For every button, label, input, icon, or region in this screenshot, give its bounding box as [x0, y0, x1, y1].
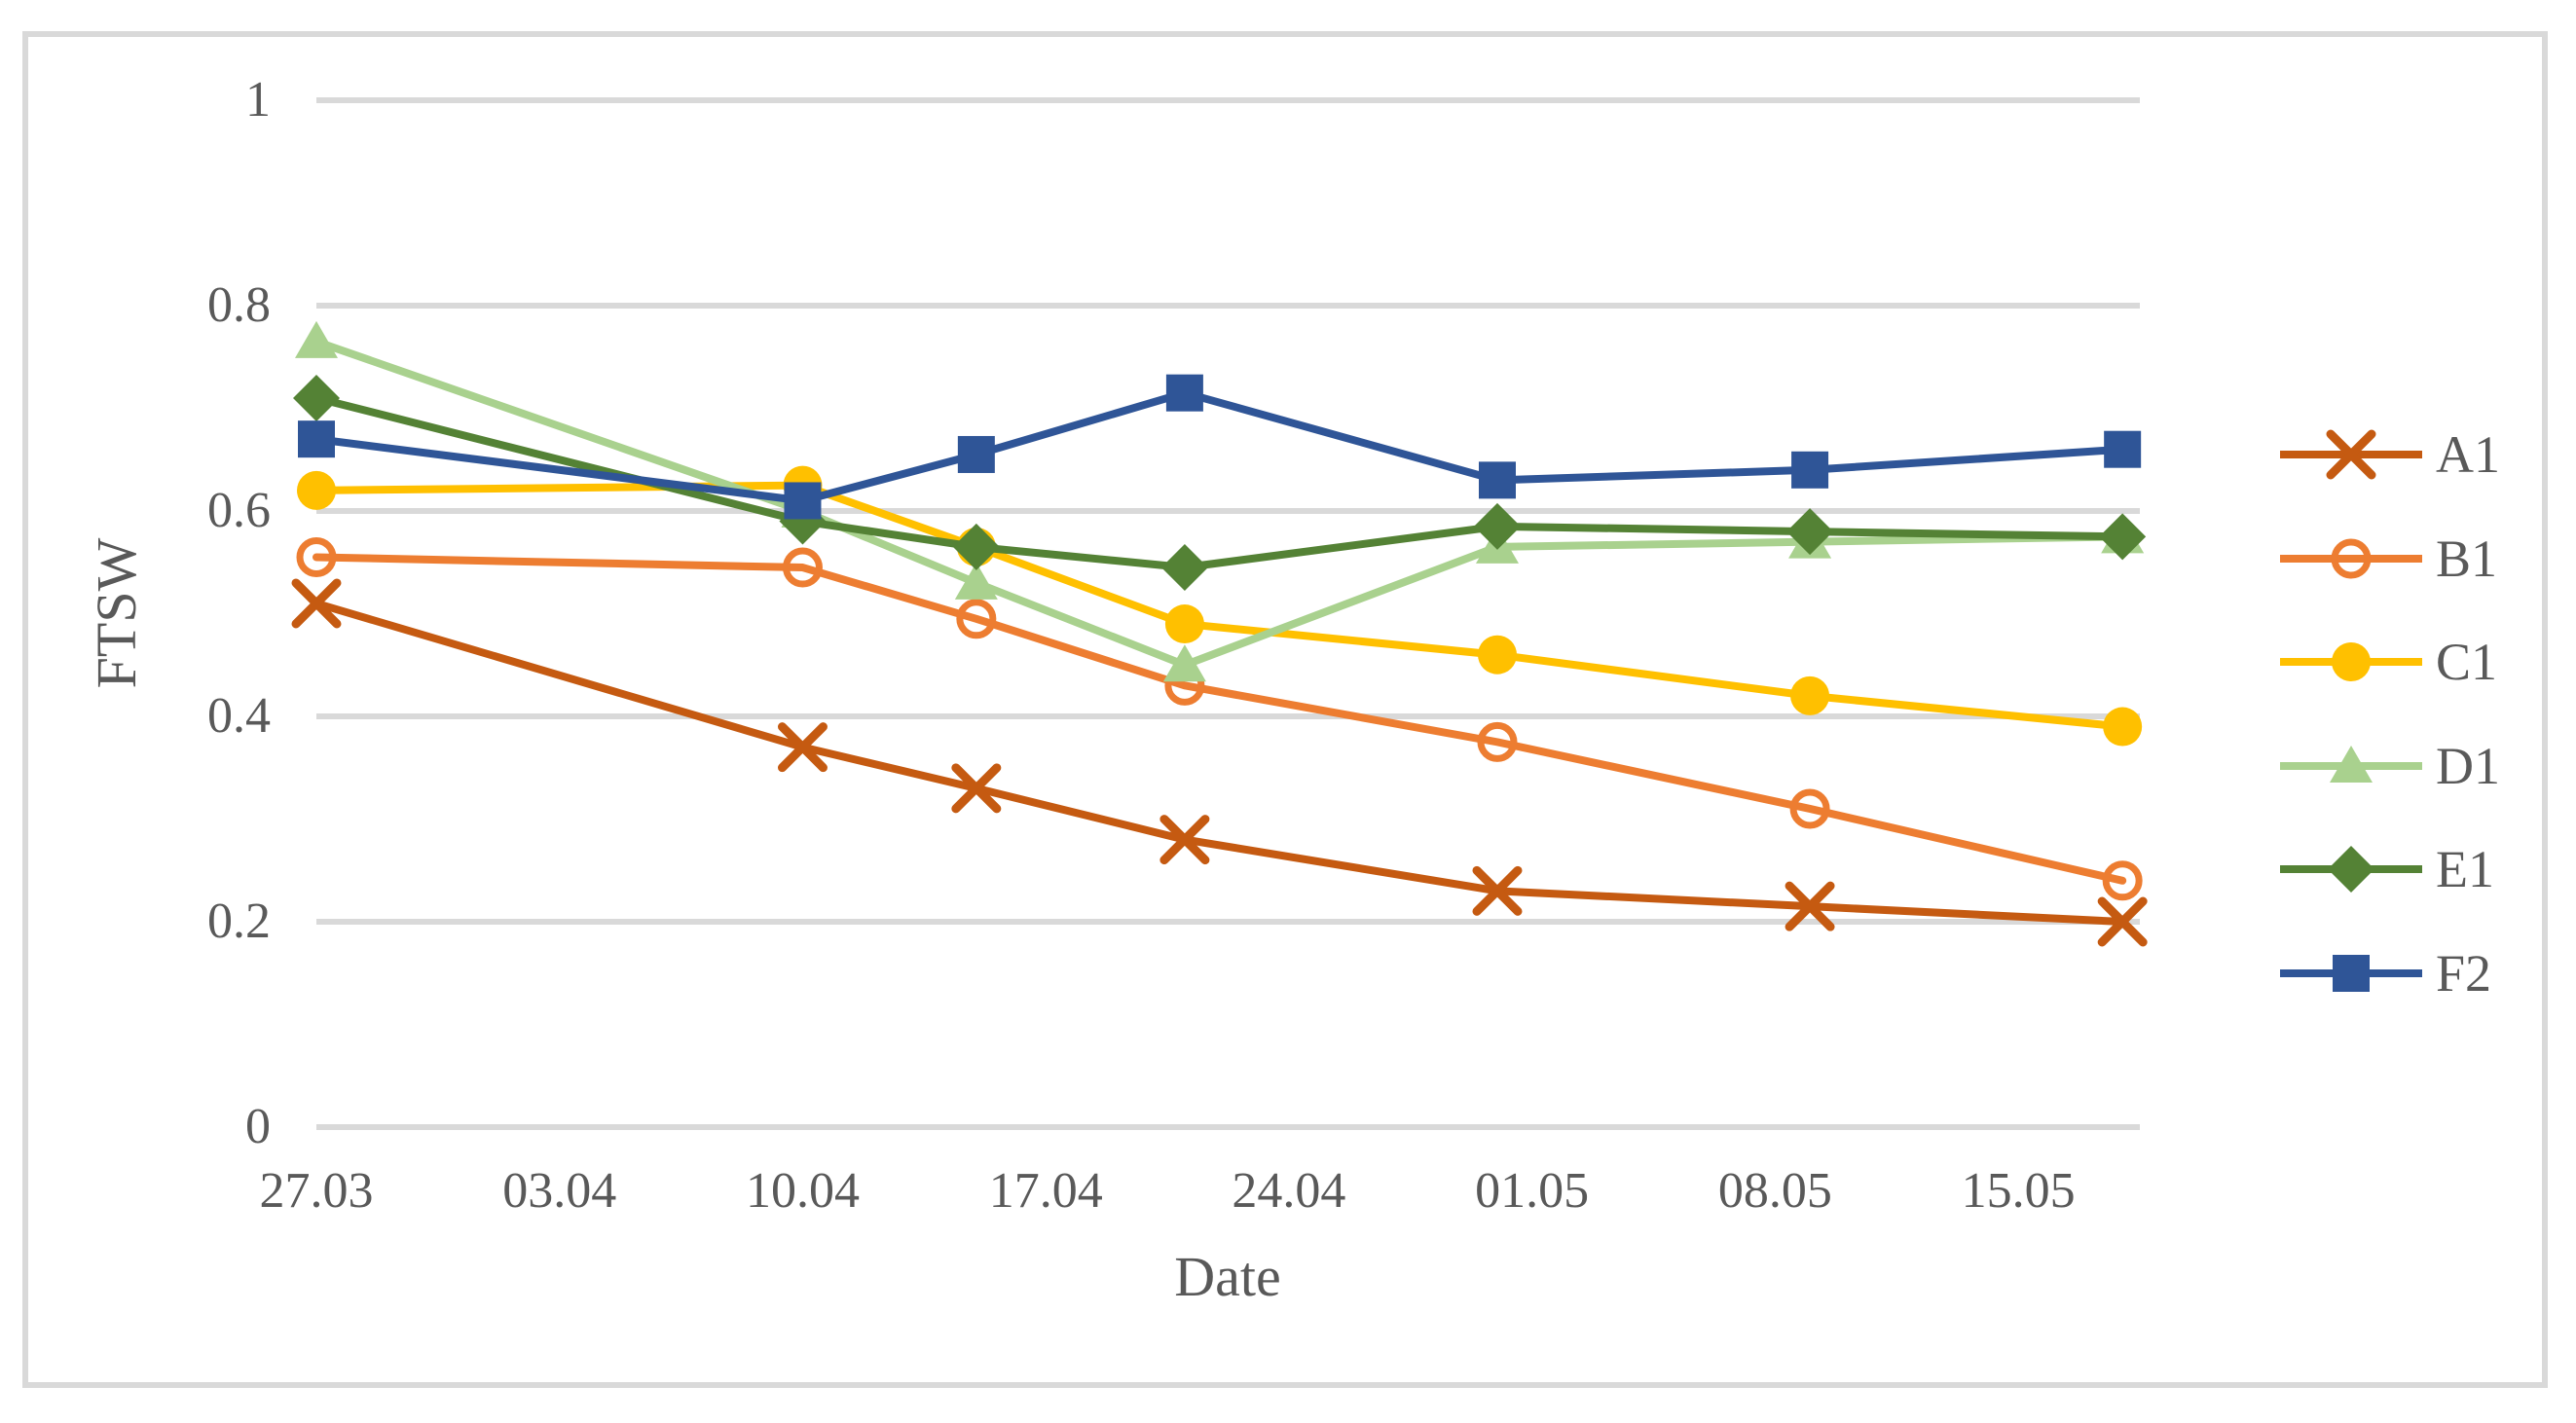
marker-open-circle: [1789, 788, 1830, 829]
marker-open-circle: [956, 599, 997, 639]
legend-item-B1: B1: [2278, 529, 2497, 588]
y-tick-label-0.6: 0.6: [207, 483, 271, 538]
legend-item-F2: F2: [2278, 944, 2491, 1003]
marker-x: [1159, 815, 1210, 865]
marker-square: [784, 482, 822, 520]
marker-diamond: [1786, 508, 1834, 556]
legend-label: D1: [2436, 736, 2500, 795]
marker-square: [2333, 954, 2370, 992]
legend-marker-triangle: [2280, 745, 2422, 783]
marker-square: [2104, 430, 2142, 468]
y-tick-label-1: 1: [245, 72, 271, 128]
y-tick-label-0.8: 0.8: [207, 277, 271, 333]
legend-item-A1: A1: [2278, 425, 2500, 484]
marker-triangle: [954, 562, 998, 600]
marker-square: [1791, 451, 1829, 489]
series-line-B1: [313, 553, 2127, 885]
marker-open-circle: [2102, 860, 2143, 901]
marker-x: [1472, 865, 1523, 916]
x-tick-label-15.05: 15.05: [1961, 1163, 2076, 1219]
legend-label: A1: [2436, 425, 2500, 484]
marker-circle: [1790, 675, 1830, 715]
marker-circle: [2332, 642, 2371, 681]
marker-diamond: [2328, 846, 2374, 893]
marker-x: [2326, 429, 2376, 480]
legend-label: C1: [2436, 633, 2498, 691]
marker-triangle: [2330, 745, 2373, 783]
marker-x: [777, 722, 828, 773]
legend-item-D1: D1: [2278, 737, 2500, 795]
marker-x: [291, 578, 342, 629]
legend-marker-diamond: [2280, 846, 2422, 893]
legend-marker-square: [2280, 954, 2422, 992]
x-tick-label-24.04: 24.04: [1232, 1163, 1346, 1219]
x-tick-label-03.04: 03.04: [502, 1163, 617, 1219]
x-tick-label-08.05: 08.05: [1717, 1163, 1832, 1219]
legend-item-E1: E1: [2278, 840, 2494, 898]
marker-open-circle: [296, 536, 337, 577]
marker-x: [1785, 881, 1835, 931]
marker-open-circle: [2331, 538, 2372, 578]
marker-diamond: [1160, 544, 1208, 592]
x-tick-label-17.04: 17.04: [988, 1163, 1103, 1219]
marker-square: [1165, 374, 1203, 412]
marker-square: [1478, 461, 1516, 499]
marker-diamond: [1473, 502, 1521, 550]
marker-x: [951, 763, 1002, 814]
x-tick-label-01.05: 01.05: [1475, 1163, 1590, 1219]
marker-triangle: [1162, 644, 1206, 682]
marker-diamond: [293, 374, 340, 421]
marker-open-circle: [1477, 721, 1518, 762]
marker-circle: [297, 470, 336, 510]
legend-item-C1: C1: [2278, 633, 2497, 691]
marker-triangle: [295, 320, 338, 358]
series-line-D1: [313, 337, 2127, 670]
legend-label: F2: [2436, 943, 2492, 1003]
y-axis-title: FTSW: [85, 537, 148, 689]
x-tick-label-27.03: 27.03: [259, 1163, 374, 1219]
marker-open-circle: [782, 547, 823, 588]
marker-circle: [1164, 604, 1204, 644]
legend-marker-x: [2280, 429, 2422, 480]
marker-diamond: [952, 523, 1000, 570]
marker-circle: [1477, 635, 1517, 675]
chart-legend: A1 B1 C1 D1 E1 F2: [2268, 0, 2576, 1423]
marker-square: [298, 420, 335, 458]
y-tick-label-0.2: 0.2: [207, 894, 271, 949]
legend-marker-circle: [2280, 642, 2422, 681]
marker-diamond: [2099, 513, 2147, 561]
marker-square: [957, 435, 995, 473]
legend-label: E1: [2436, 840, 2494, 898]
marker-circle: [2103, 707, 2143, 747]
legend-label: B1: [2436, 529, 2498, 588]
x-axis-title: Date: [1174, 1245, 1281, 1308]
marker-x: [2097, 896, 2148, 947]
y-tick-label-0: 0: [245, 1099, 271, 1154]
x-tick-label-10.04: 10.04: [745, 1163, 860, 1219]
y-tick-label-0.4: 0.4: [207, 688, 271, 744]
legend-marker-open-circle: [2280, 538, 2422, 578]
